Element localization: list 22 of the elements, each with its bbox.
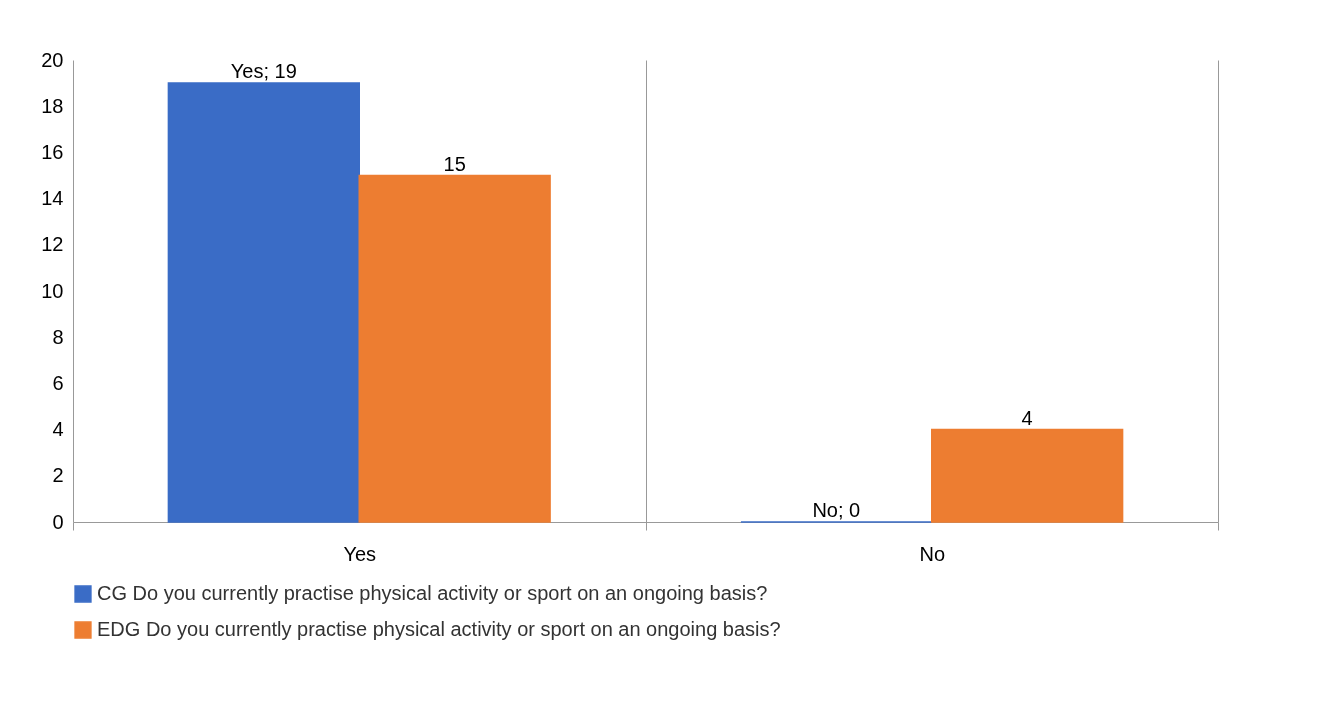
y-tick-label: 2 — [52, 464, 64, 487]
y-tick-label: 20 — [41, 48, 64, 71]
x-tick-label: No — [919, 542, 946, 565]
x-tick-label: Yes — [343, 542, 377, 565]
bar — [358, 174, 551, 523]
y-tick-label: 4 — [52, 418, 64, 441]
bar — [167, 82, 360, 523]
data-label: No; 0 — [812, 499, 861, 521]
y-tick-label: 18 — [41, 94, 64, 117]
data-label: 15 — [443, 152, 466, 175]
y-tick-label: 0 — [52, 510, 64, 533]
legend-label: EDG Do you currently practise physical activity or sport on an ongoing basis? — [97, 618, 781, 640]
y-tick-label: 10 — [41, 279, 64, 302]
legend-label: CG Do you currently practise physical activity or sport on an ongoing basis? — [97, 582, 768, 604]
bar — [931, 428, 1124, 523]
y-tick-label: 12 — [41, 233, 64, 256]
data-label: Yes; 19 — [230, 60, 297, 83]
y-tick-label: 16 — [41, 140, 64, 163]
y-tick-label: 14 — [41, 187, 64, 210]
y-tick-label: 6 — [52, 371, 64, 394]
data-label: 4 — [1021, 406, 1033, 429]
y-tick-label: 8 — [52, 325, 64, 348]
